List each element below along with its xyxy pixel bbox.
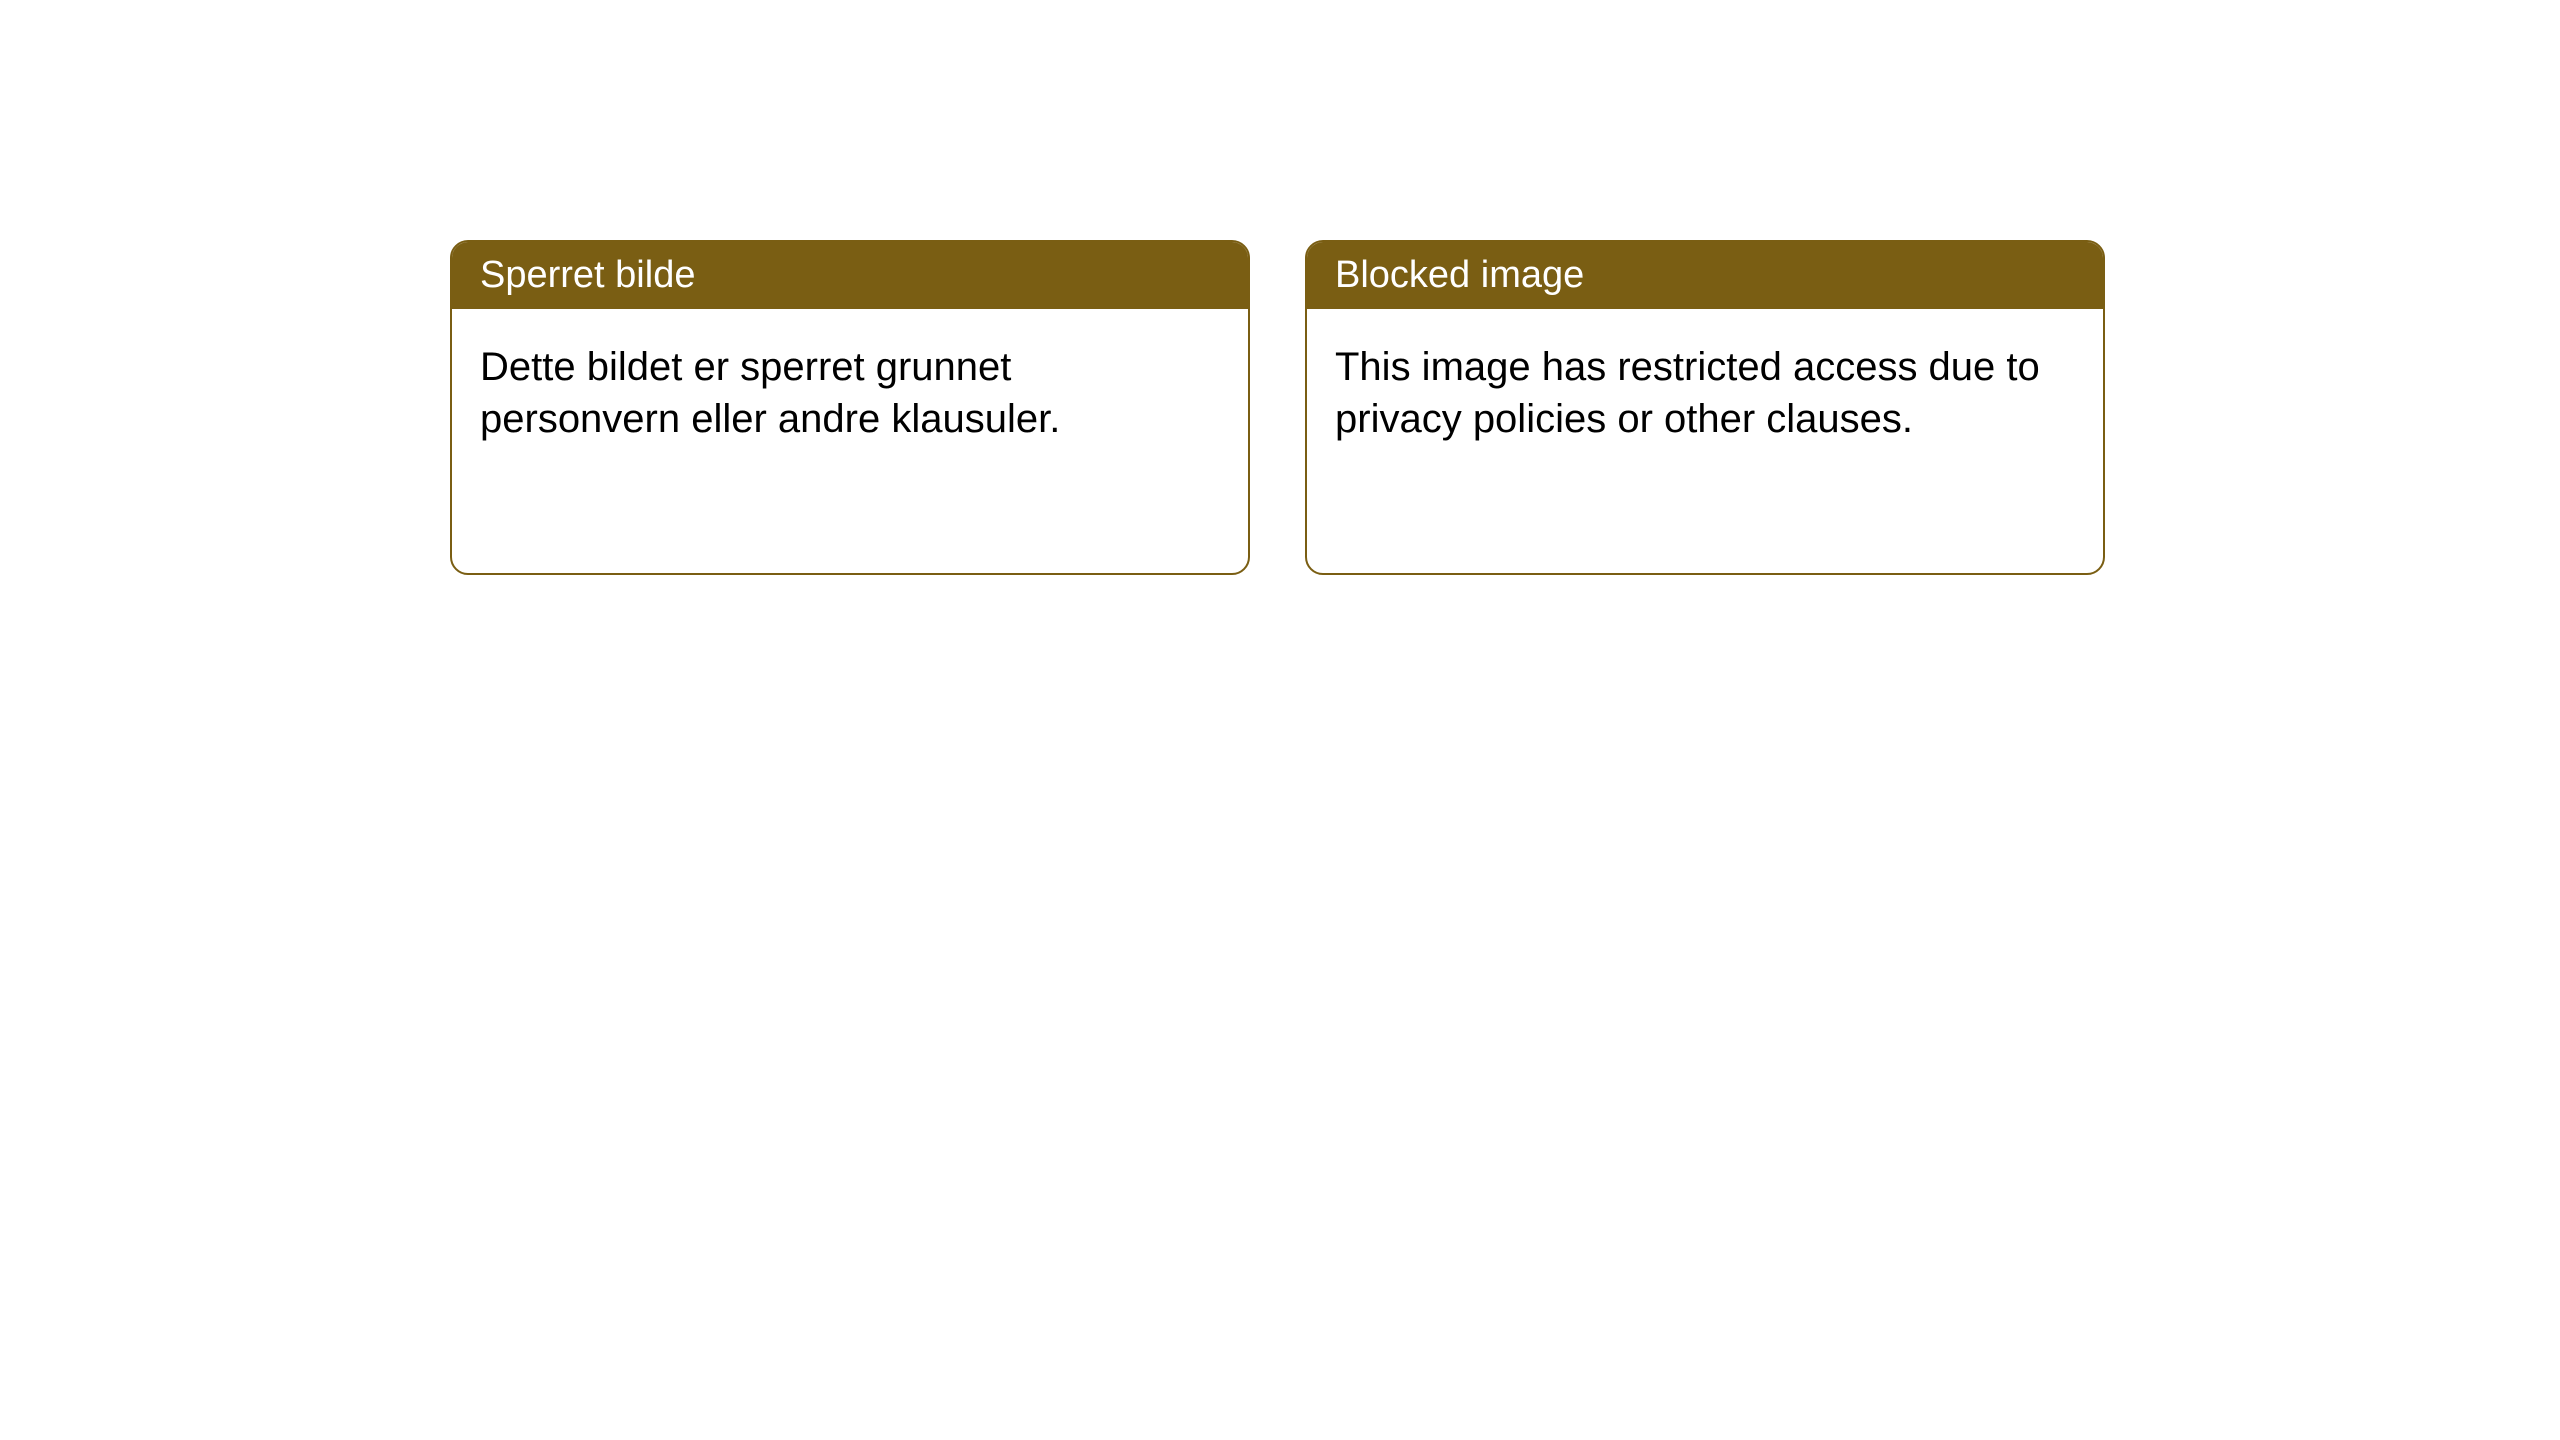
card-title: Blocked image (1335, 254, 1584, 296)
card-body: Dette bildet er sperret grunnet personve… (452, 309, 1248, 477)
notice-card-norwegian: Sperret bilde Dette bildet er sperret gr… (450, 240, 1250, 575)
notice-card-english: Blocked image This image has restricted … (1305, 240, 2105, 575)
card-body: This image has restricted access due to … (1307, 309, 2103, 477)
card-body-text: Dette bildet er sperret grunnet personve… (480, 345, 1060, 441)
card-title: Sperret bilde (480, 254, 695, 296)
notice-cards-container: Sperret bilde Dette bildet er sperret gr… (0, 0, 2560, 575)
card-header: Sperret bilde (452, 242, 1248, 309)
card-header: Blocked image (1307, 242, 2103, 309)
card-body-text: This image has restricted access due to … (1335, 345, 2040, 441)
